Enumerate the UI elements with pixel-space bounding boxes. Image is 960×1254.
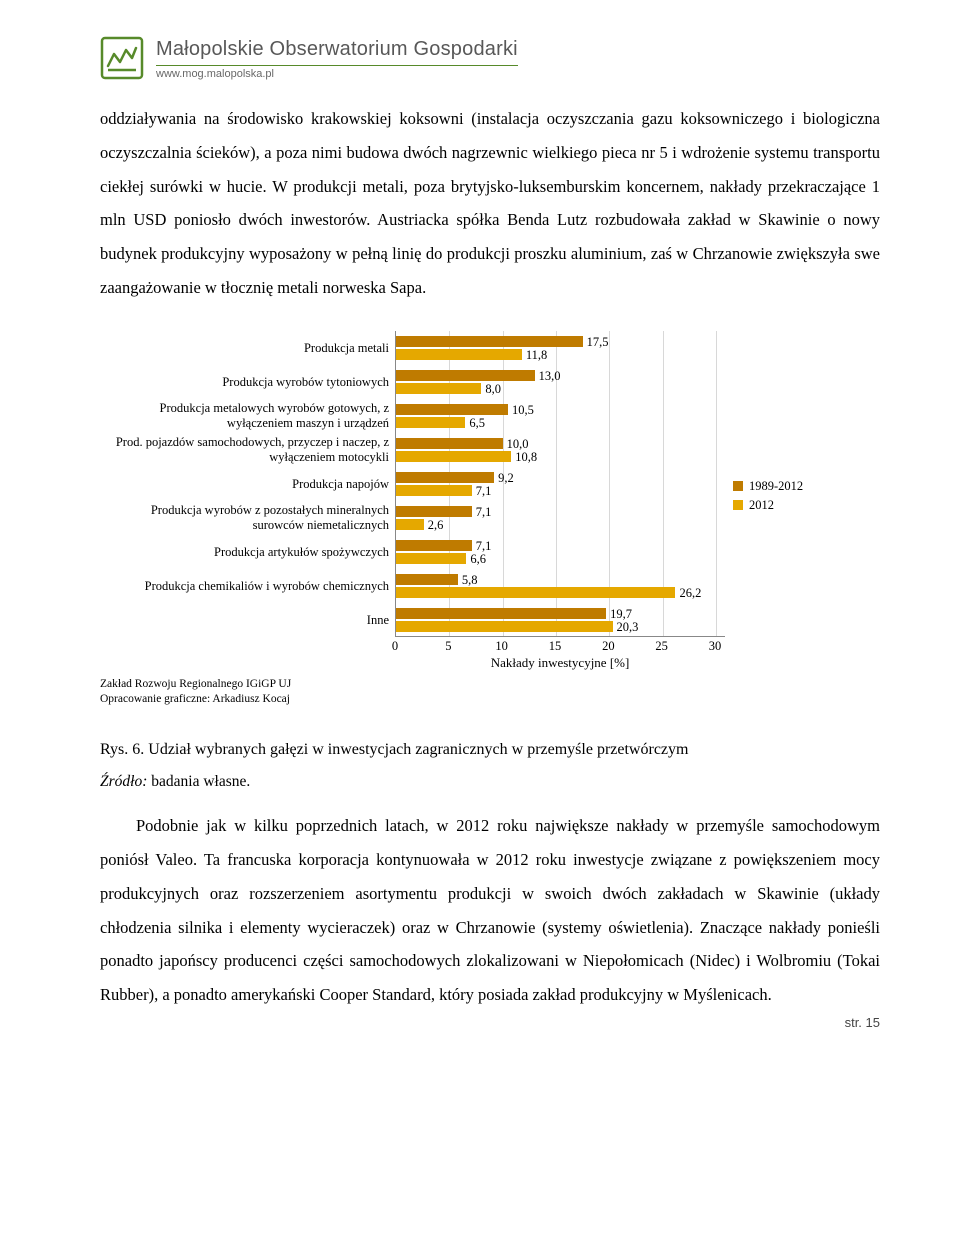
- bar-value-b: 2,6: [428, 518, 444, 533]
- bar-series-b: [396, 519, 424, 530]
- bar-series-b: [396, 553, 466, 564]
- legend-item: 2012: [733, 498, 845, 513]
- bar-value-b: 6,6: [470, 552, 486, 567]
- category-label: Produkcja wyrobów tytoniowych: [100, 365, 389, 399]
- bar-row: 10,5 6,5: [396, 399, 725, 433]
- bar-series-a: [396, 506, 472, 517]
- x-tick: 30: [709, 639, 722, 654]
- bar-row: 19,720,3: [396, 603, 725, 637]
- bar-series-a: [396, 370, 535, 381]
- bar-value-b: 6,5: [469, 416, 485, 431]
- bar-series-b: [396, 587, 675, 598]
- bar-series-b: [396, 485, 472, 496]
- x-tick: 10: [495, 639, 508, 654]
- bar-series-a: [396, 608, 606, 619]
- bar-value-a: 7,1: [476, 505, 492, 520]
- header-title: Małopolskie Obserwatorium Gospodarki: [156, 38, 518, 61]
- chart-legend: 1989-2012 2012: [725, 331, 845, 671]
- credit-line-1: Zakład Rozwoju Regionalnego IGiGP UJ: [100, 677, 880, 693]
- bar-row: 7,1 2,6: [396, 501, 725, 535]
- page-header: Małopolskie Obserwatorium Gospodarki www…: [100, 36, 880, 80]
- legend-label: 1989-2012: [749, 479, 803, 494]
- bar-value-b: 10,8: [515, 450, 537, 465]
- legend-swatch: [733, 500, 743, 510]
- legend-label: 2012: [749, 498, 774, 513]
- bar-series-b: [396, 417, 465, 428]
- figure-source: Źródło: badania własne.: [100, 773, 880, 791]
- bar-value-b: 7,1: [476, 484, 492, 499]
- chart-credits: Zakład Rozwoju Regionalnego IGiGP UJ Opr…: [100, 677, 880, 708]
- category-label: Produkcja chemikaliów i wyrobów chemiczn…: [100, 569, 389, 603]
- category-label: Produkcja metalowych wyrobów gotowych, z…: [100, 399, 389, 433]
- legend-item: 1989-2012: [733, 479, 845, 494]
- bar-value-a: 10,5: [512, 403, 534, 418]
- category-label: Produkcja metali: [100, 331, 389, 365]
- bar-value-a: 13,0: [539, 369, 561, 384]
- bar-value-b: 8,0: [485, 382, 501, 397]
- page-number: str. 15: [845, 1015, 880, 1030]
- logo: [100, 36, 144, 80]
- x-tick: 0: [392, 639, 398, 654]
- x-tick: 5: [445, 639, 451, 654]
- bar-row: 7,16,6: [396, 535, 725, 569]
- bar-series-a: [396, 574, 458, 585]
- x-tick: 20: [602, 639, 615, 654]
- bar-series-a: [396, 472, 494, 483]
- bar-chart: Produkcja metaliProdukcja wyrobów tytoni…: [100, 331, 880, 671]
- figure-caption: Rys. 6. Udział wybranych gałęzi w inwest…: [100, 736, 880, 763]
- bar-value-a: 5,8: [462, 573, 478, 588]
- category-label: Produkcja wyrobów z pozostałych mineraln…: [100, 501, 389, 535]
- bar-row: 17,5 11,8: [396, 331, 725, 365]
- header-subtitle: www.mog.malopolska.pl: [156, 68, 518, 80]
- x-tick: 25: [655, 639, 668, 654]
- bar-value-a: 17,5: [587, 335, 609, 350]
- bar-row: 13,0 8,0: [396, 365, 725, 399]
- bar-row: 9,2 7,1: [396, 467, 725, 501]
- bar-value-b: 11,8: [526, 348, 547, 363]
- category-label: Produkcja artykułów spożywczych: [100, 535, 389, 569]
- source-text: badania własne.: [147, 773, 250, 790]
- bar-series-b: [396, 451, 511, 462]
- bar-series-a: [396, 438, 503, 449]
- bar-series-a: [396, 540, 472, 551]
- bar-series-b: [396, 383, 481, 394]
- bar-row: 5,8 26,2: [396, 569, 725, 603]
- legend-swatch: [733, 481, 743, 491]
- bar-series-b: [396, 349, 522, 360]
- source-label: Źródło:: [100, 773, 147, 790]
- body-paragraph-2: Podobnie jak w kilku poprzednich latach,…: [100, 809, 880, 1012]
- paragraph-1-text: oddziaływania na środowisko krakowskiej …: [100, 102, 880, 305]
- bar-series-b: [396, 621, 613, 632]
- bar-value-a: 9,2: [498, 471, 514, 486]
- bar-row: 10,010,8: [396, 433, 725, 467]
- header-rule: [156, 65, 518, 66]
- body-paragraph-1: oddziaływania na środowisko krakowskiej …: [100, 102, 880, 305]
- bar-series-a: [396, 404, 508, 415]
- category-label: Produkcja napojów: [100, 467, 389, 501]
- bar-value-b: 26,2: [679, 586, 701, 601]
- bar-value-b: 20,3: [617, 620, 639, 635]
- x-axis-label: Nakłady inwestycyjne [%]: [395, 655, 725, 671]
- bar-series-a: [396, 336, 583, 347]
- category-label: Prod. pojazdów samochodowych, przyczep i…: [100, 433, 389, 467]
- credit-line-2: Opracowanie graficzne: Arkadiusz Kocaj: [100, 692, 880, 708]
- x-tick: 15: [549, 639, 562, 654]
- category-label: Inne: [100, 603, 389, 637]
